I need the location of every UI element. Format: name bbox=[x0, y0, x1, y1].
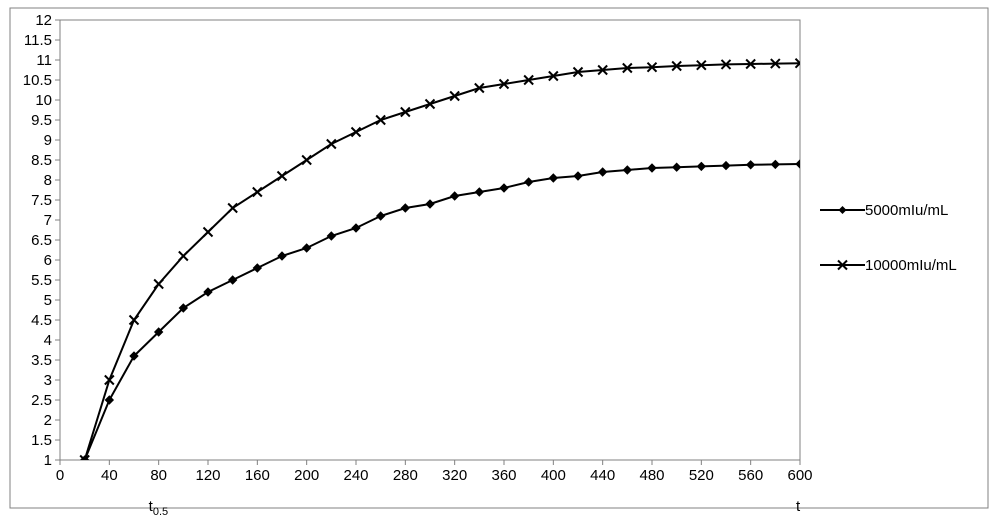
y-tick-label: 1 bbox=[44, 452, 52, 469]
y-tick-label: 10.5 bbox=[23, 72, 52, 89]
y-tick-label: 7 bbox=[44, 212, 52, 229]
x-tick-label: 320 bbox=[442, 467, 467, 484]
y-tick-label: 8 bbox=[44, 172, 52, 189]
x-tick-label: 480 bbox=[639, 467, 664, 484]
x-tick-label: 360 bbox=[491, 467, 516, 484]
y-tick-label: 3.5 bbox=[31, 352, 52, 369]
y-tick-label: 4.5 bbox=[31, 312, 52, 329]
legend-label: 10000mIu/mL bbox=[865, 257, 957, 274]
x-tick-label: 80 bbox=[150, 467, 167, 484]
y-tick-label: 11 bbox=[36, 52, 52, 69]
y-tick-label: 5 bbox=[44, 292, 52, 309]
plot-area bbox=[60, 20, 800, 460]
x-tick-label: 40 bbox=[101, 467, 118, 484]
legend: 5000mIu/mL 10000mIu/mL bbox=[820, 200, 957, 310]
y-tick-label: 11.5 bbox=[24, 32, 52, 49]
y-tick-label: 10 bbox=[35, 92, 52, 109]
y-tick-label: 5.5 bbox=[31, 272, 52, 289]
y-tick-label: 2 bbox=[44, 412, 52, 429]
x-tick-label: 120 bbox=[195, 467, 220, 484]
x-annotation-t: t bbox=[796, 498, 800, 515]
y-tick-label: 6.5 bbox=[31, 232, 52, 249]
x-tick-label: 520 bbox=[689, 467, 714, 484]
x-tick-label: 280 bbox=[393, 467, 418, 484]
y-tick-label: 7.5 bbox=[31, 192, 52, 209]
y-tick-label: 12 bbox=[35, 12, 52, 29]
x-tick-label: 160 bbox=[245, 467, 270, 484]
x-tick-label: 560 bbox=[738, 467, 763, 484]
y-tick-label: 6 bbox=[44, 252, 52, 269]
x-tick-label: 240 bbox=[343, 467, 368, 484]
legend-swatch bbox=[820, 200, 865, 220]
legend-label: 5000mIu/mL bbox=[865, 202, 948, 219]
legend-swatch bbox=[820, 255, 865, 275]
y-tick-label: 9.5 bbox=[31, 112, 52, 129]
x-tick-label: 440 bbox=[590, 467, 615, 484]
y-tick-label: 2.5 bbox=[31, 392, 52, 409]
x-tick-label: 0 bbox=[56, 467, 64, 484]
y-tick-label: 8.5 bbox=[31, 152, 52, 169]
x-annotation-t05: t0.5 bbox=[149, 498, 168, 518]
x-tick-label: 600 bbox=[787, 467, 812, 484]
x-tick-label: 400 bbox=[541, 467, 566, 484]
y-tick-label: 3 bbox=[44, 372, 52, 389]
y-tick-label: 4 bbox=[44, 332, 52, 349]
legend-item-1: 10000mIu/mL bbox=[820, 255, 957, 275]
legend-item-0: 5000mIu/mL bbox=[820, 200, 957, 220]
y-tick-label: 1.5 bbox=[31, 432, 52, 449]
x-tick-label: 200 bbox=[294, 467, 319, 484]
y-tick-label: 9 bbox=[44, 132, 52, 149]
